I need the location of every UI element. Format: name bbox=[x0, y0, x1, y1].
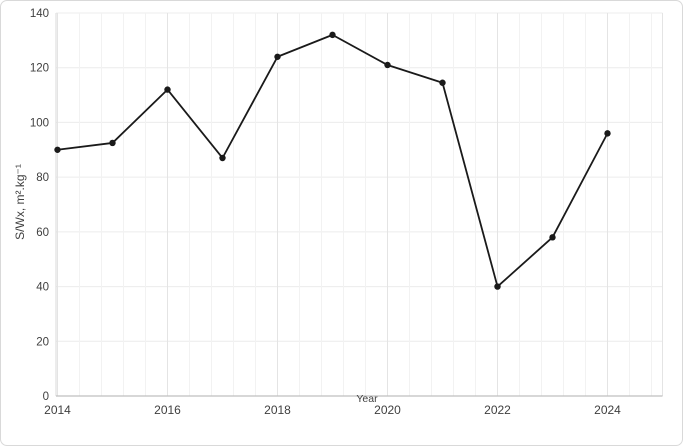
data-point bbox=[54, 146, 61, 153]
y-tick-label: 140 bbox=[30, 8, 49, 20]
data-point bbox=[219, 154, 226, 162]
data-point bbox=[109, 139, 116, 147]
y-tick-label: 40 bbox=[36, 282, 49, 294]
data-line bbox=[56, 33, 609, 288]
y-tick-label: 0 bbox=[43, 391, 49, 403]
y-tick-label: 60 bbox=[36, 227, 49, 239]
data-point bbox=[549, 234, 556, 241]
x-tick-label: 2014 bbox=[44, 403, 71, 417]
x-tick-label: 2016 bbox=[154, 403, 181, 417]
data-point bbox=[494, 283, 501, 290]
x-tick-label: 2020 bbox=[374, 403, 401, 417]
y-tick-label: 100 bbox=[30, 117, 49, 129]
x-axis-title: Year bbox=[356, 393, 378, 405]
y-axis-title: S/Wx, m².kg⁻¹ bbox=[13, 164, 27, 240]
y-tick-label: 80 bbox=[36, 172, 49, 184]
data-point bbox=[164, 86, 171, 93]
data-point bbox=[604, 130, 611, 137]
x-tick-label: 2018 bbox=[264, 403, 291, 417]
y-tick-label: 120 bbox=[30, 63, 49, 75]
y-tick-label: 20 bbox=[36, 336, 49, 348]
data-point bbox=[274, 53, 281, 60]
data-point bbox=[439, 79, 446, 86]
data-point bbox=[329, 31, 336, 39]
data-point bbox=[384, 61, 391, 69]
x-tick-label: 2022 bbox=[484, 403, 511, 417]
x-tick-label: 2024 bbox=[594, 403, 621, 417]
